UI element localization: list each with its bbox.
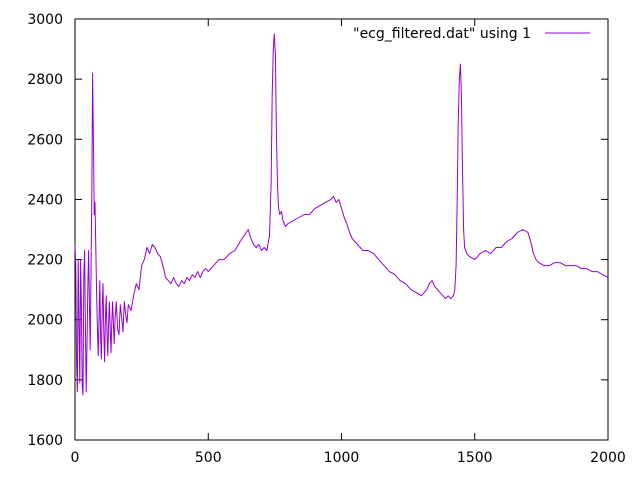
y-axis-ticks: 1600 1800 2000 2200 2400 2600 2800 3000 [27,12,608,449]
y-tick-label: 2800 [27,72,63,88]
y-tick-label: 2200 [27,253,63,269]
x-tick-label: 500 [195,450,222,466]
x-tick-label: 2000 [590,450,626,466]
y-tick-label: 1800 [27,373,63,389]
y-tick-label: 1600 [27,433,63,449]
y-tick-label: 3000 [27,12,63,28]
legend: "ecg_filtered.dat" using 1 [353,26,590,42]
series-line-1 [74,33,609,396]
plot-area-border [74,18,609,441]
plot-frame [74,18,609,441]
x-axis-ticks: 0 500 1000 1500 2000 [71,19,626,466]
x-tick-label: 1000 [324,450,360,466]
y-tick-label: 2400 [27,192,63,208]
series-layer [74,33,609,396]
y-tick-label: 2000 [27,313,63,329]
y-tick-label: 2600 [27,132,63,148]
x-tick-label: 0 [71,450,80,466]
x-tick-label: 1500 [457,450,493,466]
legend-label-series-1: "ecg_filtered.dat" using 1 [353,26,531,42]
